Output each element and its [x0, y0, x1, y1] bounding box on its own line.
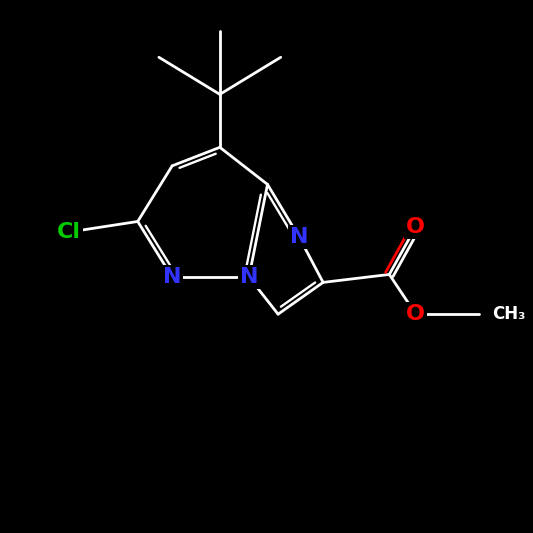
- Text: Cl: Cl: [57, 222, 81, 242]
- Text: O: O: [406, 217, 425, 237]
- Text: O: O: [406, 304, 425, 324]
- Text: N: N: [290, 228, 309, 247]
- Text: CH₃: CH₃: [492, 305, 526, 323]
- Text: N: N: [163, 267, 181, 287]
- Text: N: N: [240, 267, 258, 287]
